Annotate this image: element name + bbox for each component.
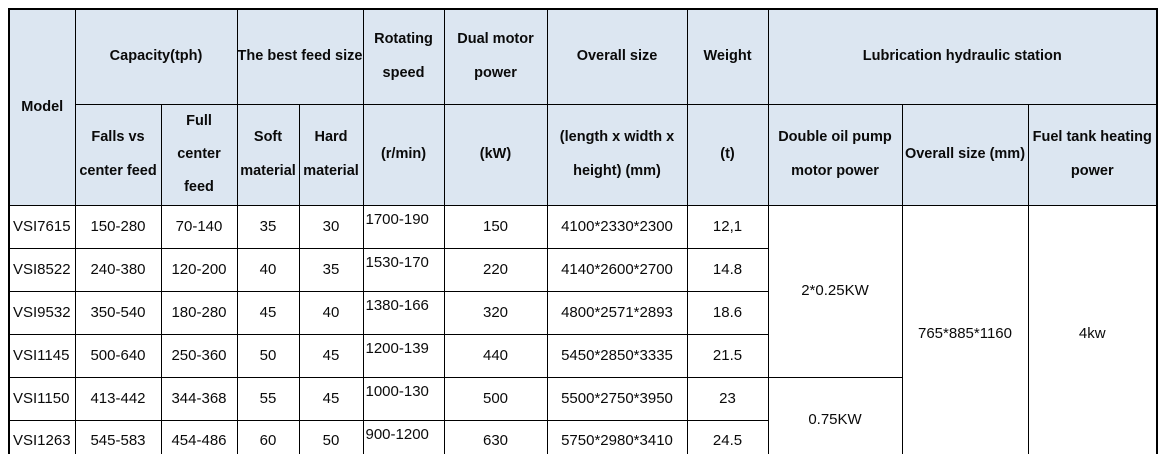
overall-size-cell: 4800*2571*2893 [546, 290, 688, 335]
motor-power-cell: 150 [443, 204, 548, 249]
hard-material-cell: 45 [298, 376, 364, 421]
table-row-vsi1150: VSI1150 413-442 344-368 55 45 1000-130 5… [8, 376, 1157, 454]
weight-cell: 21.5 [686, 333, 769, 378]
col-unit-t: (t) [686, 103, 769, 206]
full-capacity-cell: 70-140 [160, 204, 238, 249]
col-header-full-center-feed: Full center feed [160, 103, 238, 206]
falls-capacity-cell: 350-540 [74, 290, 162, 335]
col-group-capacity: Capacity(tph) [74, 8, 238, 105]
soft-material-cell: 40 [236, 247, 300, 292]
soft-material-cell: 55 [236, 376, 300, 421]
overall-size-cell: 4140*2600*2700 [546, 247, 688, 292]
col-header-lub-overall-size: Overall size (mm) [901, 103, 1029, 206]
hard-material-cell: 45 [298, 333, 364, 378]
motor-power-cell: 500 [443, 376, 548, 421]
col-unit-kw: (kW) [443, 103, 548, 206]
falls-capacity-cell: 545-583 [74, 419, 162, 454]
col-header-oil-pump-motor-power: Double oil pump motor power [767, 103, 903, 206]
overall-size-cell: 4100*2330*2300 [546, 204, 688, 249]
soft-material-cell: 60 [236, 419, 300, 454]
table-row-vsi1145: VSI1145 500-640 250-360 50 45 1200-139 4… [8, 333, 1157, 378]
motor-power-cell: 220 [443, 247, 548, 292]
hard-material-cell: 30 [298, 204, 364, 249]
table-row-vsi7615: VSI7615 150-280 70-140 35 30 1700-190 15… [8, 204, 1158, 454]
motor-power-cell: 440 [443, 333, 548, 378]
soft-material-cell: 35 [236, 204, 300, 249]
col-header-hard-material: Hard material [298, 103, 364, 206]
col-header-overall-size: Overall size [546, 8, 688, 105]
model-cell: VSI9532 [8, 290, 76, 335]
col-header-falls-vs-center-feed: Falls vs center feed [74, 103, 162, 206]
header-row-groups: Model Capacity(tph) The best feed size R… [8, 8, 1158, 206]
lub-overall-size-merged-cell: 765*885*1160 [901, 204, 1029, 454]
rotating-speed-cell: 1530-170 [362, 247, 445, 292]
overall-size-cell: 5500*2750*3950 [546, 376, 688, 421]
full-capacity-cell: 250-360 [160, 333, 238, 378]
motor-power-cell: 320 [443, 290, 548, 335]
rotating-speed-cell: 1200-139 [362, 333, 445, 378]
rotating-speed-cell: 900-1200 [362, 419, 445, 454]
col-unit-rpm: (r/min) [362, 103, 445, 206]
hard-material-cell: 35 [298, 247, 364, 292]
overall-size-cell: 5750*2980*3410 [546, 419, 688, 454]
col-header-rotating-speed: Rotating speed [362, 8, 445, 105]
weight-cell: 14.8 [686, 247, 769, 292]
col-header-fuel-tank-heating-power: Fuel tank heating power [1027, 103, 1158, 206]
weight-cell: 24.5 [686, 419, 769, 454]
full-capacity-cell: 454-486 [160, 419, 238, 454]
falls-capacity-cell: 240-380 [74, 247, 162, 292]
weight-cell: 12,1 [686, 204, 769, 249]
model-cell: VSI7615 [8, 204, 76, 249]
table-row-vsi8522: VSI8522 240-380 120-200 40 35 1530-170 2… [8, 247, 1157, 292]
pump-power-merged-cell-top: 2*0.25KW [767, 204, 903, 378]
falls-capacity-cell: 500-640 [74, 333, 162, 378]
full-capacity-cell: 180-280 [160, 290, 238, 335]
hard-material-cell: 40 [298, 290, 364, 335]
model-cell: VSI1145 [8, 333, 76, 378]
table-row-vsi1263: VSI1263 545-583 454-486 60 50 900-1200 6… [8, 419, 1157, 454]
crusher-spec-table: Model Capacity(tph) The best feed size R… [8, 8, 1159, 454]
col-header-model: Model [8, 8, 76, 206]
pump-power-merged-cell-bottom: 0.75KW [767, 376, 903, 454]
overall-size-cell: 5450*2850*3335 [546, 333, 688, 378]
soft-material-cell: 45 [236, 290, 300, 335]
weight-cell: 18.6 [686, 290, 769, 335]
soft-material-cell: 50 [236, 333, 300, 378]
col-unit-lwh-mm: (length x width x height) (mm) [546, 103, 688, 206]
col-group-lubrication-station: Lubrication hydraulic station [767, 8, 1158, 105]
falls-capacity-cell: 150-280 [74, 204, 162, 249]
full-capacity-cell: 344-368 [160, 376, 238, 421]
col-group-best-feed-size: The best feed size [236, 8, 364, 105]
model-cell: VSI1150 [8, 376, 76, 421]
rotating-speed-cell: 1380-166 [362, 290, 445, 335]
col-header-soft-material: Soft material [236, 103, 300, 206]
weight-cell: 23 [686, 376, 769, 421]
col-header-dual-motor-power: Dual motor power [443, 8, 548, 105]
fuel-heating-merged-cell: 4kw [1027, 204, 1158, 454]
full-capacity-cell: 120-200 [160, 247, 238, 292]
model-cell: VSI8522 [8, 247, 76, 292]
model-cell: VSI1263 [8, 419, 76, 454]
rotating-speed-cell: 1700-190 [362, 204, 445, 249]
col-header-weight: Weight [686, 8, 769, 105]
rotating-speed-cell: 1000-130 [362, 376, 445, 421]
falls-capacity-cell: 413-442 [74, 376, 162, 421]
header-row-subcolumns: Falls vs center feed Full center feed So… [9, 103, 1158, 206]
hard-material-cell: 50 [298, 419, 364, 454]
motor-power-cell: 630 [443, 419, 548, 454]
table-row-vsi9532: VSI9532 350-540 180-280 45 40 1380-166 3… [8, 290, 1157, 335]
